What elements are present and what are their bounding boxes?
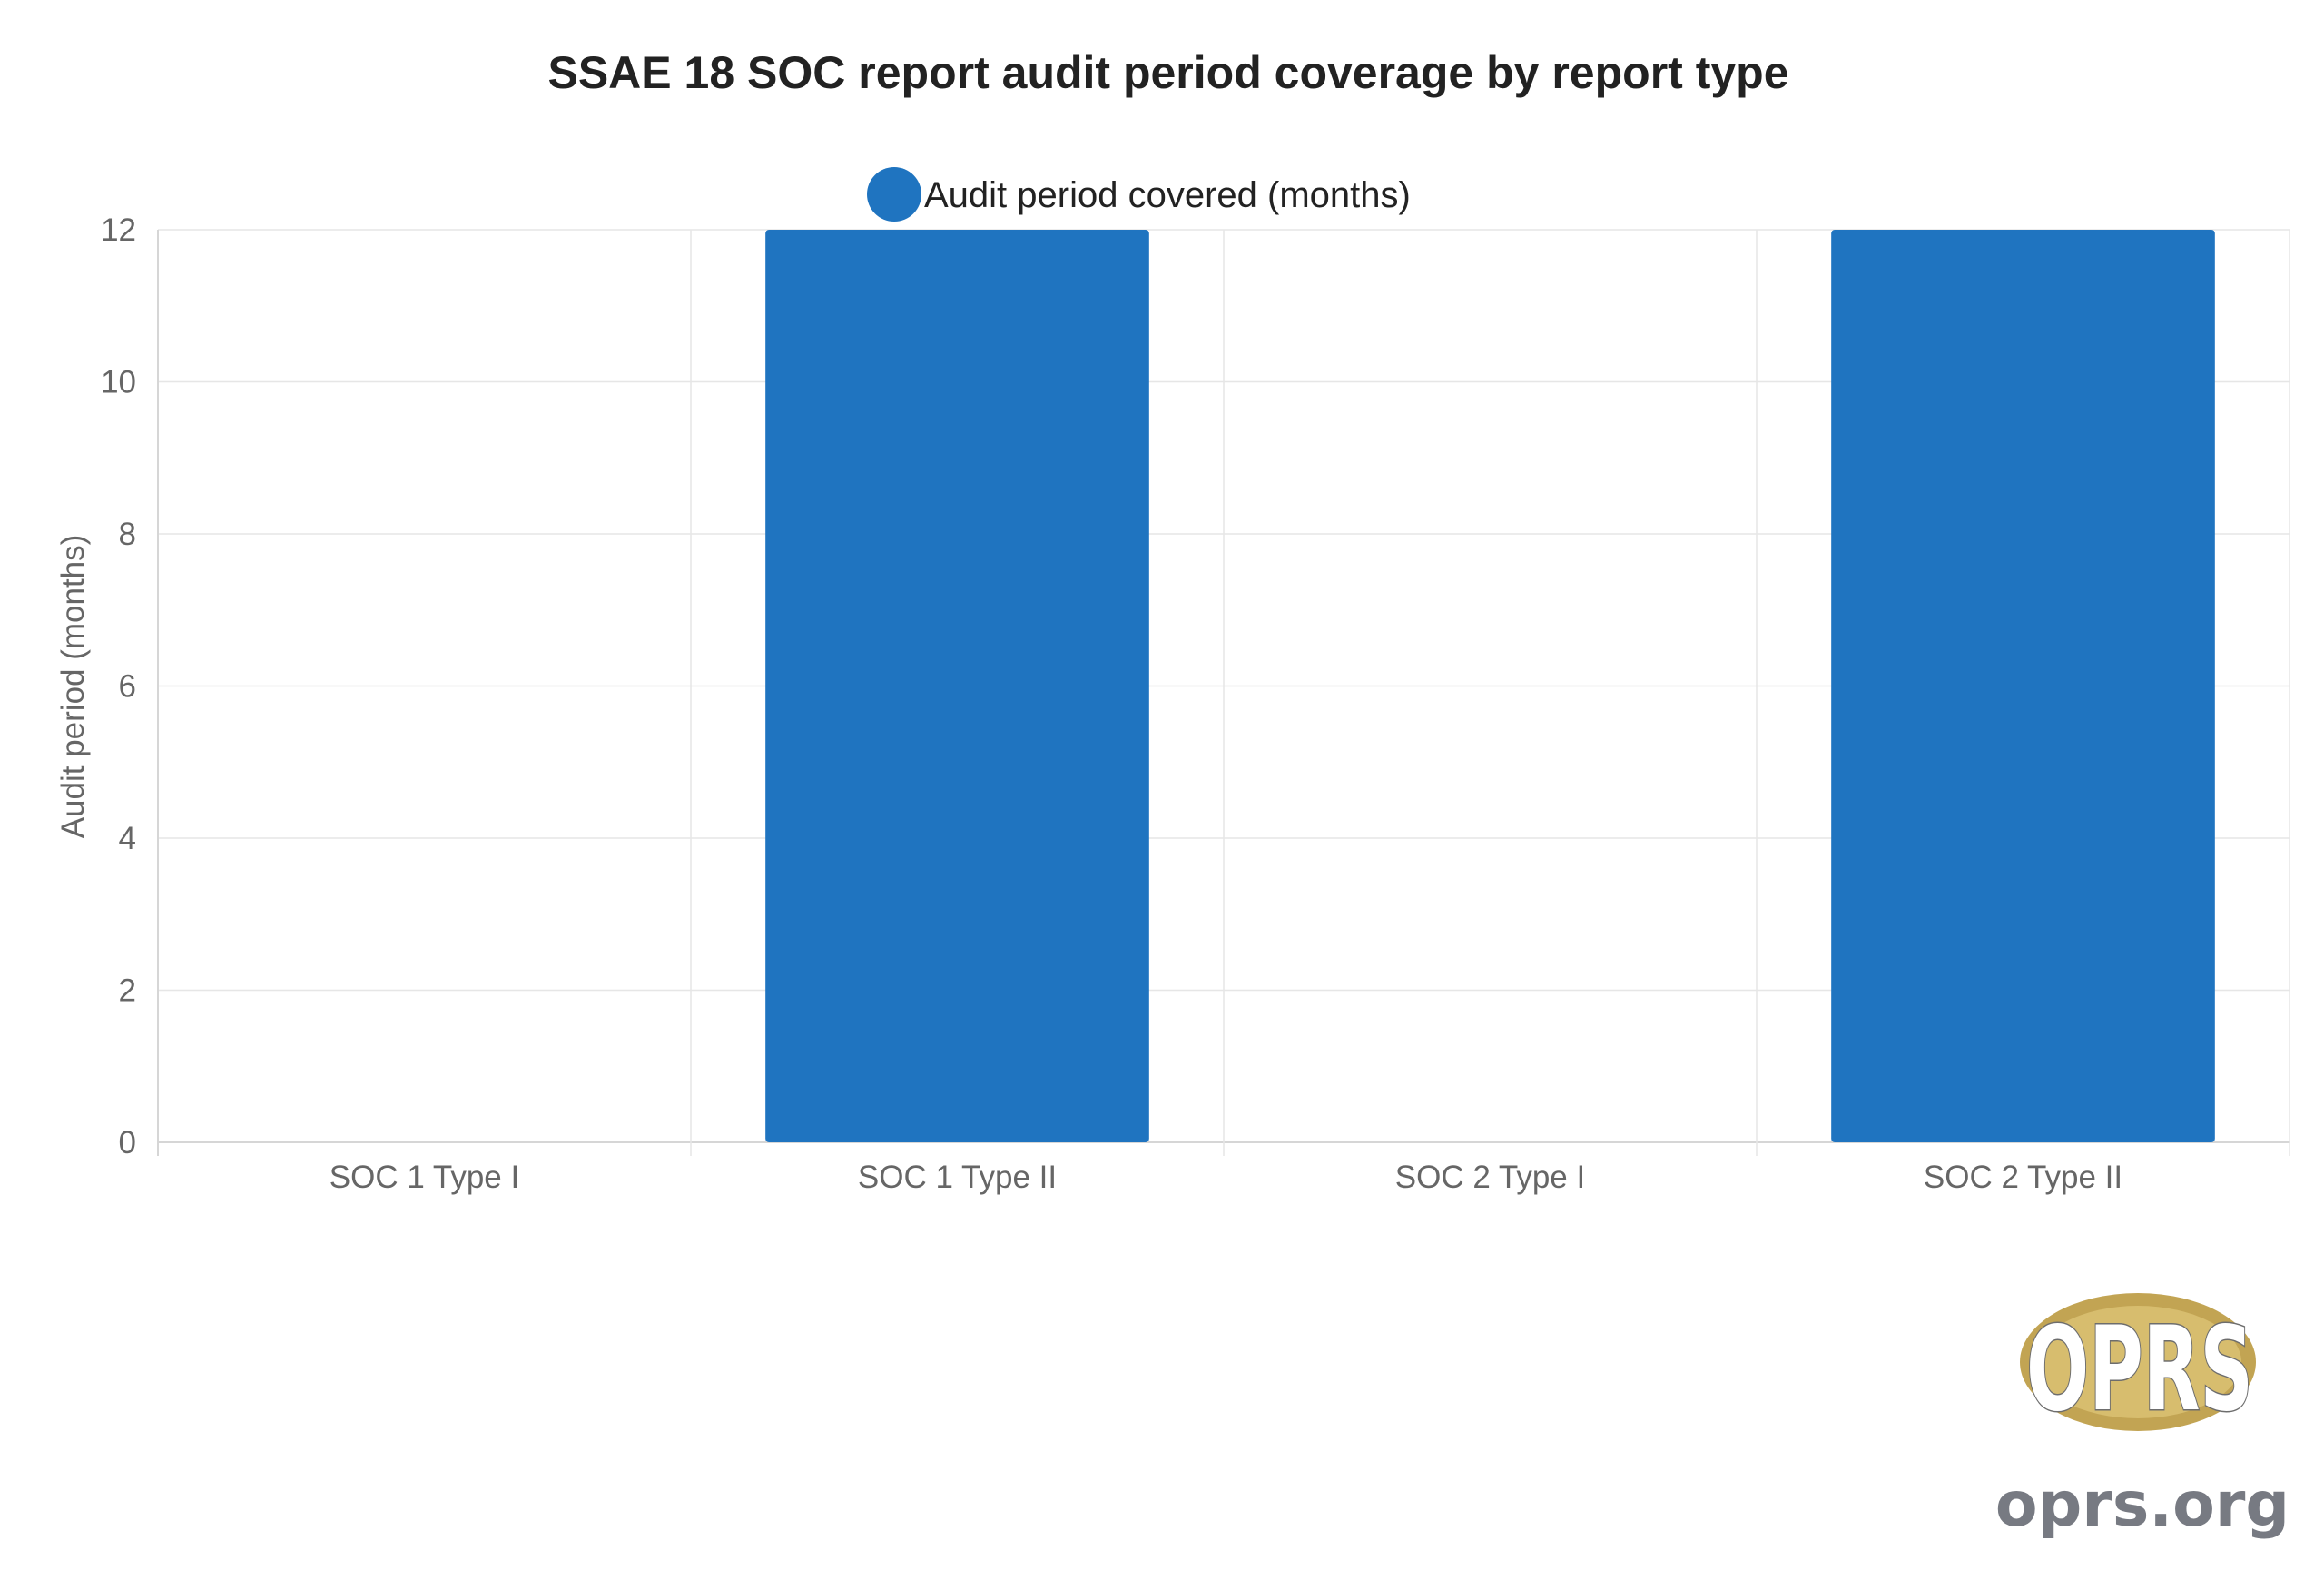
y-tick-labels: 0 2 4 6 8 10 12 (101, 212, 136, 1160)
bar[interactable] (765, 230, 1149, 1142)
legend[interactable]: Audit period covered (months) (867, 167, 1411, 222)
bars (765, 230, 2215, 1142)
x-tick-label: SOC 2 Type I (1395, 1160, 1585, 1195)
y-tick-label: 4 (119, 821, 136, 856)
y-tick-label: 12 (101, 212, 136, 248)
bar[interactable] (1831, 230, 2215, 1142)
x-tick-label: SOC 2 Type II (1924, 1160, 2122, 1195)
y-tick-label: 10 (101, 365, 136, 400)
x-tick-label: SOC 1 Type I (330, 1160, 519, 1195)
y-tick-label: 6 (119, 669, 136, 705)
y-axis-title: Audit period (months) (55, 535, 91, 839)
y-tick-label: 2 (119, 973, 136, 1009)
x-tick-label: SOC 1 Type II (858, 1160, 1057, 1195)
chart-title: SSAE 18 SOC report audit period coverage… (547, 47, 1788, 98)
oprs-logo: OPRS (2020, 1293, 2256, 1439)
y-tick-label: 8 (119, 517, 136, 552)
y-tick-label: 0 (119, 1125, 136, 1160)
logo-text: OPRS (2026, 1302, 2253, 1437)
logo-gold-inner (2034, 1306, 2241, 1418)
grid (157, 229, 2290, 1156)
legend-swatch (867, 167, 921, 222)
x-tick-labels: SOC 1 Type I SOC 1 Type II SOC 2 Type I SOC… (330, 1160, 2122, 1195)
legend-label: Audit period covered (months) (924, 175, 1411, 215)
site-url: oprs.org (1995, 1469, 2290, 1541)
